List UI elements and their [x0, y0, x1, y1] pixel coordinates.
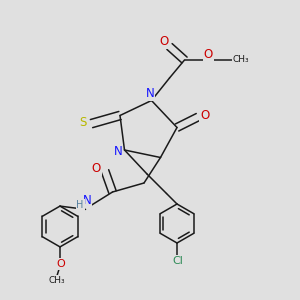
Text: H: H — [76, 200, 84, 210]
Text: N: N — [82, 194, 91, 207]
Text: N: N — [146, 87, 154, 101]
Text: S: S — [80, 116, 87, 130]
Text: Cl: Cl — [172, 256, 183, 266]
Text: O: O — [160, 34, 169, 48]
Text: O: O — [200, 109, 209, 122]
Text: CH₃: CH₃ — [232, 56, 249, 64]
Text: CH₃: CH₃ — [48, 276, 65, 285]
Text: O: O — [204, 48, 213, 61]
Text: O: O — [92, 162, 100, 175]
Text: N: N — [113, 145, 122, 158]
Text: O: O — [56, 259, 65, 269]
